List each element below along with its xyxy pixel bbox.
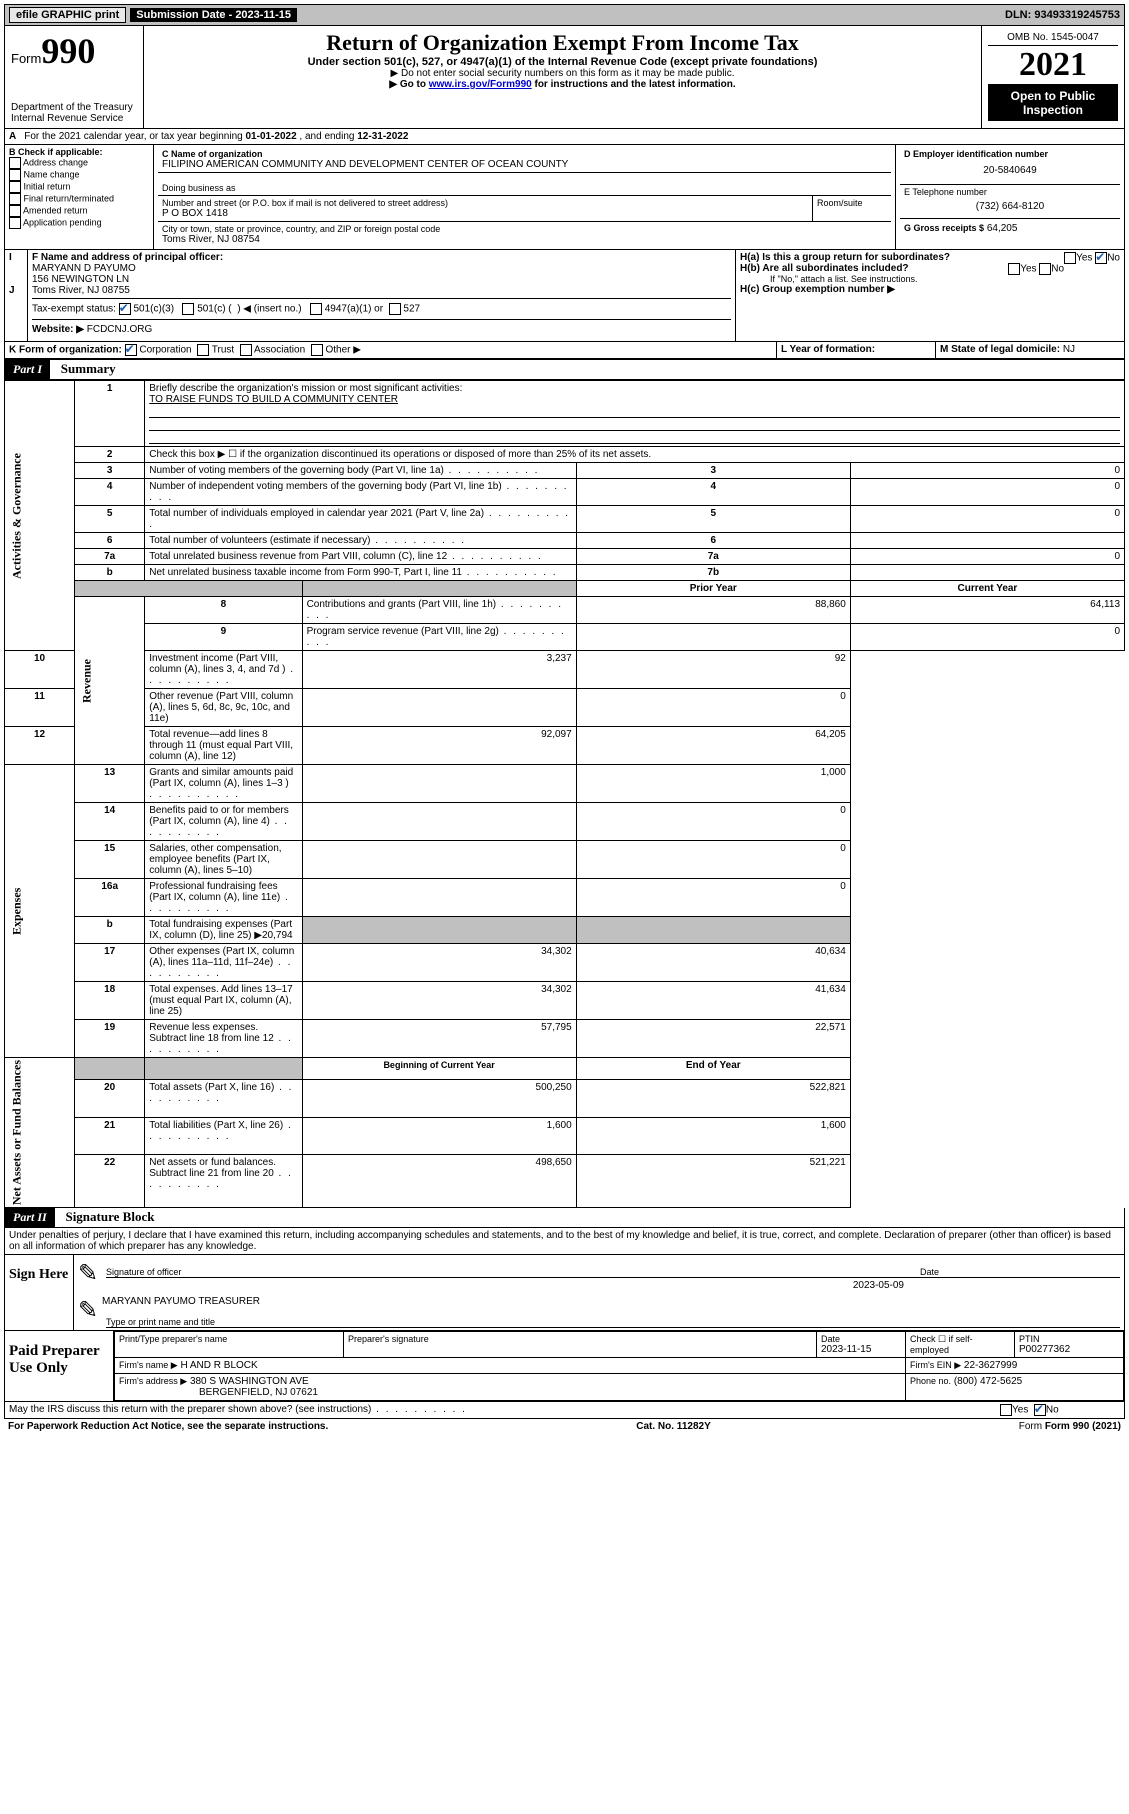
state-domicile: NJ [1063, 344, 1075, 355]
block-h: H(a) Is this a group return for subordin… [736, 250, 1124, 341]
form-number: Form990 [11, 30, 137, 72]
perjury-text: Under penalties of perjury, I declare th… [4, 1228, 1125, 1255]
v4: 0 [850, 479, 1124, 506]
checkbox-app-pending[interactable] [9, 217, 21, 229]
submission-date: Submission Date - 2023-11-15 [130, 8, 297, 22]
blocks-fhij: IJ F Name and address of principal offic… [4, 250, 1125, 342]
dept-treasury: Department of the Treasury [11, 102, 137, 113]
footer: For Paperwork Reduction Act Notice, see … [4, 1419, 1125, 1434]
checkbox-discuss-no[interactable] [1034, 1404, 1046, 1416]
checkbox-name-change[interactable] [9, 169, 21, 181]
gross-receipts: 64,205 [987, 223, 1018, 234]
line-a: A For the 2021 calendar year, or tax yea… [4, 129, 1125, 145]
tax-year: 2021 [988, 46, 1118, 85]
part1-title: Summary [53, 361, 116, 376]
block-c: C Name of organization FILIPINO AMERICAN… [154, 145, 896, 249]
officer-addr1: 156 NEWINGTON LN [32, 274, 129, 285]
checkbox-corp[interactable] [125, 344, 137, 356]
checkbox-501c[interactable] [182, 303, 194, 315]
block-deg: D Employer identification number 20-5840… [896, 145, 1124, 249]
instr-link-row: ▶ Go to www.irs.gov/Form990 for instruct… [150, 79, 975, 90]
website: FCDCNJ.ORG [87, 324, 153, 335]
line-klm: K Form of organization: Corporation Trus… [4, 342, 1125, 359]
checkbox-discuss-yes[interactable] [1000, 1404, 1012, 1416]
side-revenue: Revenue [75, 597, 145, 765]
open-public: Open to Public Inspection [988, 85, 1118, 121]
pen-icon: ✎ [74, 1255, 102, 1292]
v5: 0 [850, 506, 1124, 533]
efile-print-button[interactable]: efile GRAPHIC print [9, 7, 126, 23]
checkbox-527[interactable] [389, 303, 401, 315]
checkbox-4947[interactable] [310, 303, 322, 315]
checkbox-other[interactable] [311, 344, 323, 356]
may-irs-row: May the IRS discuss this return with the… [4, 1402, 1125, 1419]
form-subtitle: Under section 501(c), 527, or 4947(a)(1)… [150, 56, 975, 68]
firm-addr: 380 S WASHINGTON AVE [190, 1376, 309, 1387]
irs-link[interactable]: www.irs.gov/Form990 [429, 79, 532, 90]
side-expenses: Expenses [5, 765, 75, 1058]
sign-here-block: Sign Here ✎ Signature of officerDate 202… [4, 1255, 1125, 1331]
mission: TO RAISE FUNDS TO BUILD A COMMUNITY CENT… [149, 394, 398, 405]
checkbox-final-return[interactable] [9, 193, 21, 205]
checkbox-initial-return[interactable] [9, 181, 21, 193]
checkbox-hb-no[interactable] [1039, 263, 1051, 275]
v7a: 0 [850, 549, 1124, 565]
part1-table: Activities & Governance 1 Briefly descri… [4, 380, 1125, 1208]
side-netassets: Net Assets or Fund Balances [5, 1058, 75, 1208]
org-street: P O BOX 1418 [162, 208, 808, 219]
part1-header: Part I [5, 360, 50, 379]
checkbox-trust[interactable] [197, 344, 209, 356]
top-bar: efile GRAPHIC print Submission Date - 20… [4, 4, 1125, 26]
checkbox-assoc[interactable] [240, 344, 252, 356]
firm-ein: 22-3627999 [964, 1360, 1017, 1371]
part2-header: Part II [5, 1208, 55, 1227]
checkbox-hb-yes[interactable] [1008, 263, 1020, 275]
v6 [850, 533, 1124, 549]
v3: 0 [850, 463, 1124, 479]
ein: 20-5840649 [904, 159, 1116, 182]
firm-phone: (800) 472-5625 [954, 1376, 1022, 1387]
officer-name: MARYANN D PAYUMO [32, 263, 136, 274]
checkbox-ha-no[interactable] [1095, 252, 1107, 264]
side-activities: Activities & Governance [5, 381, 75, 651]
org-city: Toms River, NJ 08754 [162, 234, 440, 245]
sig-date-val: 2023-05-09 [102, 1280, 1124, 1291]
ptin: P00277362 [1019, 1344, 1119, 1355]
dln: DLN: 93493319245753 [1005, 9, 1120, 21]
v7b [850, 565, 1124, 581]
org-name: FILIPINO AMERICAN COMMUNITY AND DEVELOPM… [162, 159, 887, 170]
pen-icon-2: ✎ [74, 1292, 102, 1330]
checkbox-address-change[interactable] [9, 157, 21, 169]
checkbox-ha-yes[interactable] [1064, 252, 1076, 264]
blocks-bcdeg: B Check if applicable: Address change Na… [4, 145, 1125, 250]
block-b: B Check if applicable: Address change Na… [5, 145, 154, 249]
irs-label: Internal Revenue Service [11, 113, 137, 124]
part2-title: Signature Block [57, 1209, 154, 1224]
officer-addr2: Toms River, NJ 08755 [32, 285, 130, 296]
form-title: Return of Organization Exempt From Incom… [150, 30, 975, 56]
checkbox-501c3[interactable] [119, 303, 131, 315]
firm-name: H AND R BLOCK [180, 1360, 257, 1371]
paid-preparer-block: Paid Preparer Use Only Print/Type prepar… [4, 1331, 1125, 1402]
officer-printed: MARYANN PAYUMO TREASURER [102, 1292, 1124, 1307]
instr-ssn: ▶ Do not enter social security numbers o… [150, 68, 975, 79]
checkbox-amended[interactable] [9, 205, 21, 217]
phone: (732) 664-8120 [904, 197, 1116, 216]
omb-number: OMB No. 1545-0047 [988, 30, 1118, 46]
form-header: Form990 Department of the Treasury Inter… [4, 26, 1125, 129]
